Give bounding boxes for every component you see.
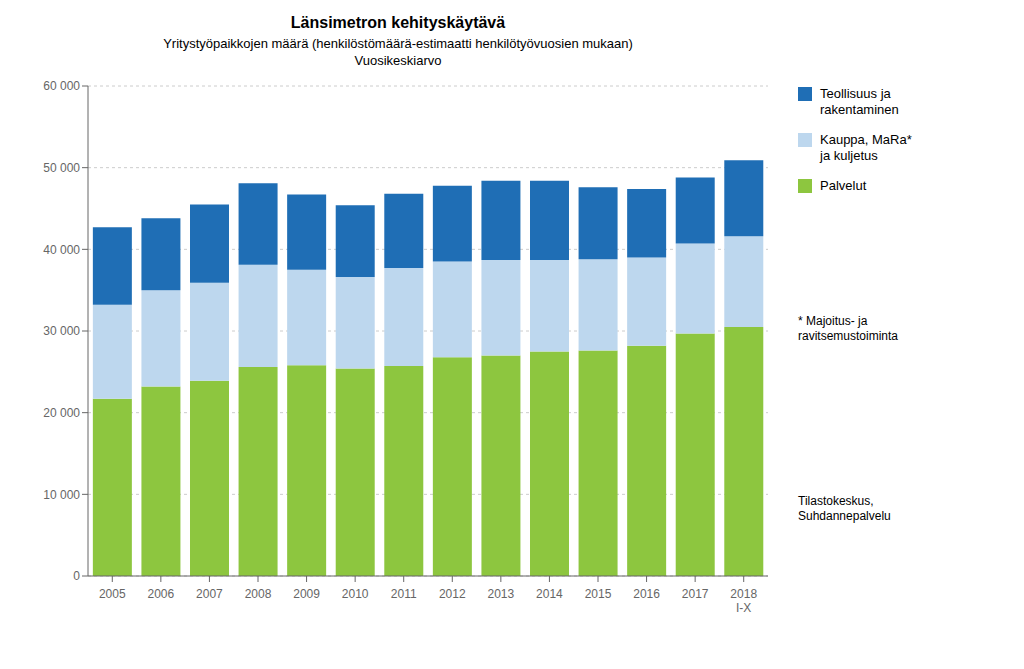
html-text:Kauppa, MaRa* ja kuljetus: Kauppa, MaRa* ja kuljetus bbox=[820, 132, 912, 163]
svg-text:20 000: 20 000 bbox=[43, 406, 80, 420]
svg-text:2010: 2010 bbox=[342, 587, 369, 601]
html-text:Yritystyöpaikkojen määrä (henk: Yritystyöpaikkojen määrä (henkilöstömäär… bbox=[163, 36, 633, 51]
svg-text:2017: 2017 bbox=[682, 587, 709, 601]
svg-text:2014: 2014 bbox=[536, 587, 563, 601]
svg-text:2006: 2006 bbox=[148, 587, 175, 601]
html-text:Teollisuus ja rakentaminen: Teollisuus ja rakentaminen bbox=[820, 86, 899, 117]
html-text:* Majoitus- ja ravitsemustoimi: * Majoitus- ja ravitsemustoiminta bbox=[798, 314, 898, 343]
svg-text:2005: 2005 bbox=[99, 587, 126, 601]
svg-text:2009: 2009 bbox=[293, 587, 320, 601]
svg-text:2015: 2015 bbox=[585, 587, 612, 601]
svg-text:2008: 2008 bbox=[245, 587, 272, 601]
svg-text:2012: 2012 bbox=[439, 587, 466, 601]
svg-text:2016: 2016 bbox=[633, 587, 660, 601]
html-text:Vuosikeskiarvo: Vuosikeskiarvo bbox=[354, 53, 442, 68]
svg-text:50 000: 50 000 bbox=[43, 161, 80, 175]
svg-text:0: 0 bbox=[73, 569, 80, 583]
html-text:Tilastokeskus, Suhdannepalvelu: Tilastokeskus, Suhdannepalvelu bbox=[798, 494, 891, 523]
svg-text:2013: 2013 bbox=[488, 587, 515, 601]
html-text:Länsimetron kehityskäytävä: Länsimetron kehityskäytävä bbox=[290, 14, 506, 31]
svg-text:40 000: 40 000 bbox=[43, 243, 80, 257]
svg-text:30 000: 30 000 bbox=[43, 324, 80, 338]
svg-text:2011: 2011 bbox=[391, 587, 417, 601]
svg-text:2018I-X: 2018I-X bbox=[730, 587, 757, 615]
svg-text:10 000: 10 000 bbox=[43, 488, 80, 502]
svg-text:60 000: 60 000 bbox=[43, 79, 80, 93]
svg-text:2007: 2007 bbox=[196, 587, 223, 601]
html-text:Palvelut: Palvelut bbox=[820, 178, 867, 193]
